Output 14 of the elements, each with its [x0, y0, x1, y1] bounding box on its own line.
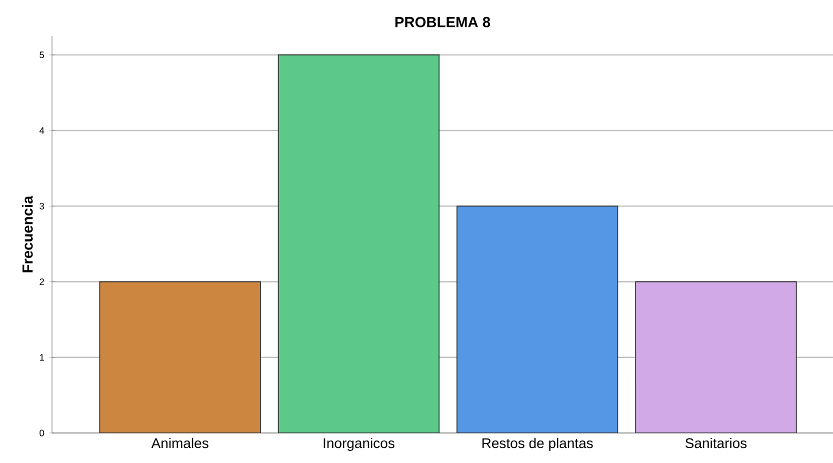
y-tick-label: 2 — [40, 278, 44, 286]
chart-title: PROBLEMA 8 — [395, 16, 490, 28]
bar — [635, 281, 797, 433]
y-tick-label: 0 — [40, 430, 44, 436]
x-tick-label: Animales — [151, 438, 208, 448]
y-tick-label: 5 — [40, 52, 44, 58]
y-axis-title: Frecuencia — [22, 196, 33, 272]
y-tick-label: 3 — [40, 202, 44, 210]
x-tick-label: Restos de plantas — [482, 438, 593, 451]
y-tick-label: 1 — [40, 354, 44, 361]
x-tick-label: Inorganicos — [324, 438, 394, 451]
x-tick-label: Sanitarios — [685, 438, 747, 448]
y-tick-label: 4 — [39, 127, 44, 134]
bar — [99, 281, 261, 433]
